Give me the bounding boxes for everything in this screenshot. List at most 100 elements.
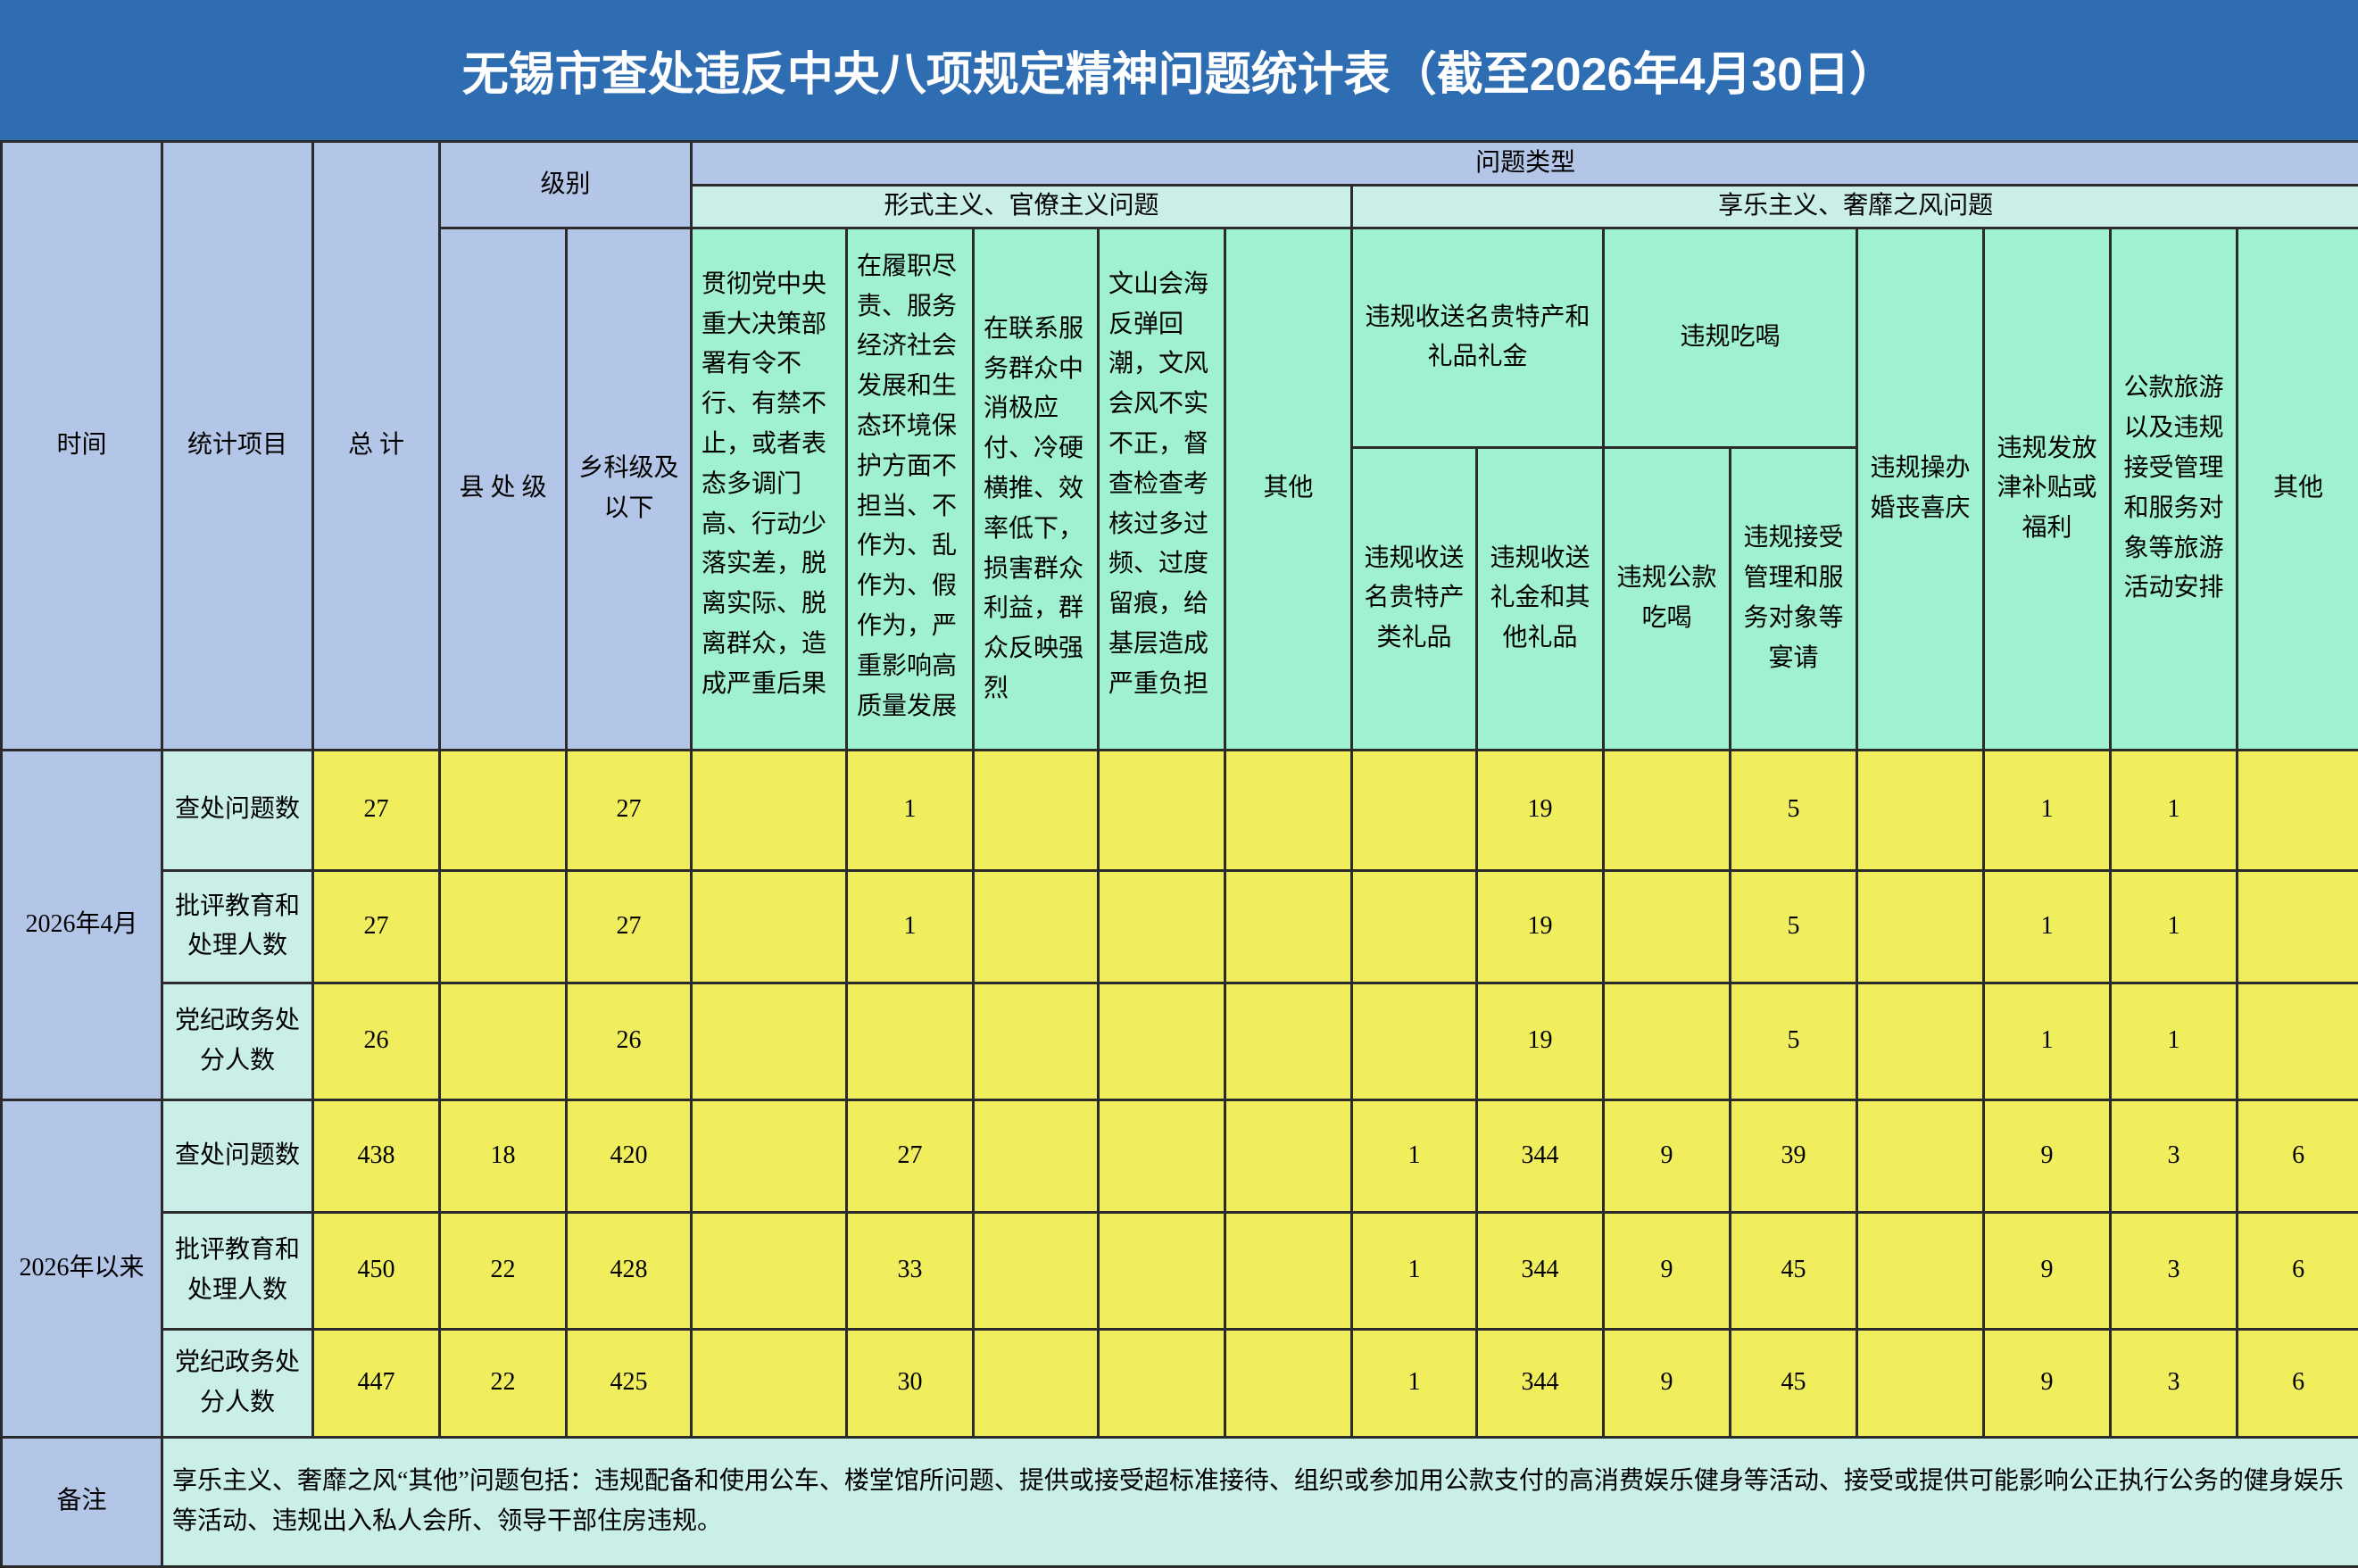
value-cell: 30 [847, 1329, 974, 1437]
header-cell: 乡科级及以下 [567, 228, 692, 750]
value-cell: 5 [1731, 870, 1857, 983]
item-cell: 查处问题数 [162, 750, 313, 870]
value-cell: 27 [313, 870, 440, 983]
value-cell [847, 983, 974, 1099]
value-cell: 5 [1731, 983, 1857, 1099]
header-cell: 违规操办婚丧喜庆 [1857, 228, 1984, 750]
value-cell [974, 983, 1099, 1099]
header-cell: 违规收送名贵特产和礼品礼金 [1352, 228, 1604, 447]
value-cell: 6 [2238, 1329, 2358, 1437]
header-cell: 违规接受管理和服务对象等宴请 [1731, 447, 1857, 750]
value-cell: 9 [1604, 1329, 1731, 1437]
header-cell: 时间 [2, 142, 162, 751]
value-cell [974, 750, 1099, 870]
value-cell [692, 1329, 847, 1437]
value-cell [440, 870, 567, 983]
value-cell [1099, 1329, 1225, 1437]
header-cell: 统计项目 [162, 142, 313, 751]
value-cell [440, 750, 567, 870]
value-cell [1225, 870, 1352, 983]
value-cell: 5 [1731, 750, 1857, 870]
value-cell: 1 [1352, 1329, 1477, 1437]
value-cell: 344 [1477, 1212, 1604, 1329]
value-cell: 6 [2238, 1212, 2358, 1329]
value-cell: 1 [2111, 750, 2238, 870]
value-cell: 18 [440, 1099, 567, 1212]
header-cell: 县 处 级 [440, 228, 567, 750]
value-cell: 9 [1984, 1099, 2111, 1212]
header-cell: 在联系服务群众中消极应付、冷硬横推、效率低下，损害群众利益，群众反映强烈 [974, 228, 1099, 750]
value-cell [974, 1212, 1099, 1329]
value-cell [1225, 1329, 1352, 1437]
note-label: 备注 [2, 1437, 162, 1566]
header-cell: 违规公款吃喝 [1604, 447, 1731, 750]
value-cell: 27 [313, 750, 440, 870]
header-cell: 问题类型 [692, 142, 2358, 186]
header-cell: 公款旅游以及违规接受管理和服务对象等旅游活动安排 [2111, 228, 2238, 750]
value-cell [1857, 750, 1984, 870]
value-cell: 425 [567, 1329, 692, 1437]
value-cell [2238, 750, 2358, 870]
header-cell: 总 计 [313, 142, 440, 751]
value-cell: 19 [1477, 750, 1604, 870]
item-cell: 批评教育和处理人数 [162, 870, 313, 983]
value-cell: 9 [1604, 1099, 1731, 1212]
header-cell: 其他 [1225, 228, 1352, 750]
header-cell: 违规发放津补贴或福利 [1984, 228, 2111, 750]
value-cell: 3 [2111, 1212, 2238, 1329]
value-cell [1225, 1099, 1352, 1212]
value-cell [1857, 1099, 1984, 1212]
value-cell: 26 [567, 983, 692, 1099]
header-cell: 其他 [2238, 228, 2358, 750]
value-cell: 22 [440, 1212, 567, 1329]
period-cell: 2026年4月 [2, 750, 162, 1099]
header-cell: 文山会海反弹回潮，文风会风不实不正，督查检查考核过多过频、过度留痕，给基层造成严… [1099, 228, 1225, 750]
value-cell [1099, 1099, 1225, 1212]
value-cell: 344 [1477, 1329, 1604, 1437]
header-cell: 违规吃喝 [1604, 228, 1857, 447]
value-cell [692, 983, 847, 1099]
value-cell [1225, 750, 1352, 870]
value-cell: 1 [1352, 1099, 1477, 1212]
value-cell: 9 [1984, 1329, 2111, 1437]
header-cell: 在履职尽责、服务经济社会发展和生态环境保护方面不担当、不作为、乱作为、假作为，严… [847, 228, 974, 750]
value-cell: 1 [2111, 983, 2238, 1099]
value-cell [1352, 870, 1477, 983]
value-cell [1604, 983, 1731, 1099]
value-cell [692, 750, 847, 870]
value-cell: 45 [1731, 1212, 1857, 1329]
value-cell [1857, 1329, 1984, 1437]
period-cell: 2026年以来 [2, 1099, 162, 1437]
value-cell: 1 [2111, 870, 2238, 983]
value-cell: 428 [567, 1212, 692, 1329]
value-cell: 19 [1477, 983, 1604, 1099]
value-cell: 27 [567, 870, 692, 983]
value-cell [1604, 870, 1731, 983]
value-cell [2238, 870, 2358, 983]
value-cell: 1 [1352, 1212, 1477, 1329]
value-cell: 1 [847, 870, 974, 983]
value-cell: 1 [847, 750, 974, 870]
value-cell: 3 [2111, 1099, 2238, 1212]
header-cell: 级别 [440, 142, 692, 228]
value-cell [974, 870, 1099, 983]
value-cell: 9 [1604, 1212, 1731, 1329]
header-cell: 违规收送礼金和其他礼品 [1477, 447, 1604, 750]
value-cell [1099, 1212, 1225, 1329]
value-cell [974, 1329, 1099, 1437]
item-cell: 查处问题数 [162, 1099, 313, 1212]
header-cell: 形式主义、官僚主义问题 [692, 186, 1352, 228]
value-cell [2238, 983, 2358, 1099]
header-cell: 享乐主义、奢靡之风问题 [1352, 186, 2358, 228]
value-cell [1352, 750, 1477, 870]
value-cell: 27 [567, 750, 692, 870]
note-row: 备注享乐主义、奢靡之风“其他”问题包括：违规配备和使用公车、楼堂馆所问题、提供或… [2, 1437, 2358, 1566]
value-cell: 447 [313, 1329, 440, 1437]
